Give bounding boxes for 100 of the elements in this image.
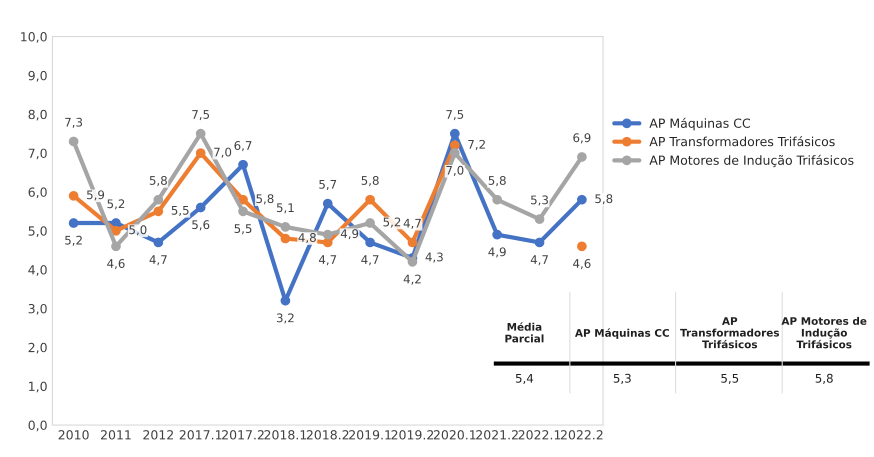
data-label: 7,3	[65, 118, 82, 128]
data-label: 5,2	[384, 218, 400, 228]
point	[450, 148, 460, 158]
y-tick-label: 7,0	[28, 148, 47, 160]
data-label: 4,7	[530, 255, 548, 266]
point	[238, 194, 248, 205]
data-label: 5,8	[362, 176, 379, 186]
data-label: 5,8	[595, 194, 612, 204]
data-label: 4,9	[340, 229, 358, 240]
point	[153, 206, 164, 216]
data-label: 4,7	[404, 218, 421, 229]
point	[111, 241, 121, 252]
x-tick-label: 2018.1	[264, 430, 306, 440]
point	[280, 222, 290, 232]
point	[196, 128, 206, 139]
point	[68, 136, 78, 146]
text: 5,8	[816, 374, 833, 384]
data-label: 3,2	[276, 313, 294, 324]
point	[450, 128, 460, 139]
data-label: 5,3	[531, 195, 548, 206]
annotation: AP Máquinas CC	[574, 328, 669, 339]
x-tick-label: 2018.2	[306, 430, 348, 440]
x-tick-label: 2010	[58, 430, 89, 440]
legend-label: AP Motores de Indução Trifásicos	[649, 154, 854, 168]
point	[450, 140, 460, 150]
data-label: 7,0	[446, 166, 464, 176]
data-label: 6,7	[234, 141, 252, 152]
point	[68, 190, 78, 201]
data-label: 4,6	[107, 259, 125, 270]
data-label: 4,3	[426, 252, 443, 263]
point	[153, 194, 164, 205]
y-tick-label: 8,0	[28, 110, 47, 120]
x-tick-label: 2017.1	[180, 430, 222, 440]
y-tick-label: 0,0	[28, 420, 47, 432]
data-label: 5,8	[150, 176, 167, 186]
point	[153, 238, 164, 248]
y-tick-label: 10,0	[21, 32, 47, 43]
data-label: 5,6	[192, 220, 210, 230]
data-label: 5,5	[172, 206, 189, 216]
point	[365, 238, 375, 248]
point	[280, 296, 290, 306]
data-label: 7,5	[192, 110, 210, 120]
y-tick-label: 9,0	[28, 70, 47, 82]
point	[408, 257, 418, 267]
point	[577, 152, 587, 162]
y-tick-label: 4,0	[28, 265, 47, 276]
x-tick-label: 2012	[143, 430, 173, 440]
point	[492, 230, 502, 240]
text: AP Motores de Indução Trifásicos	[781, 316, 866, 348]
point	[111, 226, 121, 236]
point	[534, 214, 544, 224]
x-tick-label: 2019.2	[392, 430, 434, 440]
point	[196, 148, 206, 158]
y-tick-label: 1,0	[29, 382, 47, 392]
point	[322, 238, 333, 248]
data-label: 4,6	[573, 259, 591, 270]
point	[238, 206, 248, 216]
data-label: 5,2	[65, 236, 82, 246]
data-label: 4,9	[488, 247, 506, 258]
data-label: 7,2	[468, 140, 485, 150]
data-label: 5,7	[319, 180, 336, 190]
data-label: 5,8	[256, 194, 274, 204]
y-tick-label: 6,0	[28, 187, 47, 198]
point	[365, 194, 375, 205]
point	[534, 238, 544, 248]
data-label: 5,0	[129, 225, 146, 236]
point	[365, 218, 375, 228]
x-tick-label: 2022.2	[560, 430, 602, 440]
point	[492, 194, 502, 205]
x-tick-label: 2011	[100, 430, 131, 440]
text: AP Transformadores Trifásicos	[680, 317, 780, 348]
point	[577, 194, 587, 205]
data-label: 4,2	[404, 274, 421, 285]
data-label: 7,0	[214, 148, 232, 158]
point	[577, 241, 587, 252]
point	[408, 238, 418, 248]
point	[68, 218, 78, 228]
data-label: 4,7	[318, 255, 336, 266]
data-label: 4,7	[361, 255, 378, 266]
text: 5,5	[721, 374, 738, 384]
point	[238, 160, 248, 170]
legend-label: AP Transformadores Trifásicos	[649, 136, 835, 146]
data-label: 7,5	[446, 110, 464, 120]
data-label: 5,5	[234, 224, 252, 234]
legend-label: AP Máquinas CC	[649, 118, 750, 130]
data-label: 6,9	[573, 133, 590, 144]
point	[322, 198, 333, 208]
data-label: 5,9	[87, 190, 104, 200]
y-tick-label: 2,0	[28, 342, 47, 354]
x-tick-label: 2019.1	[349, 430, 391, 440]
x-tick-label: 2017.2	[222, 430, 264, 440]
point	[322, 230, 333, 240]
x-tick-label: 2020.1	[434, 430, 476, 440]
x-tick-label: 2022.1	[518, 430, 560, 440]
data-label: 5,2	[107, 199, 124, 210]
x-tick-label: 2021.2	[476, 430, 518, 440]
point	[196, 202, 206, 212]
y-tick-label: 3,0	[28, 304, 47, 315]
point	[280, 234, 290, 244]
data-label: 4,7	[150, 255, 167, 266]
